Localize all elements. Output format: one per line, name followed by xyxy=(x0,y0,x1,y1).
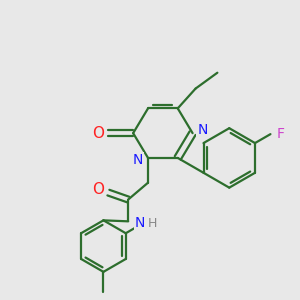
Text: H: H xyxy=(147,217,157,230)
Text: O: O xyxy=(92,182,104,197)
Text: N: N xyxy=(133,153,143,167)
Text: N: N xyxy=(135,216,145,230)
Text: N: N xyxy=(197,123,208,137)
Text: O: O xyxy=(92,126,104,141)
Text: F: F xyxy=(276,127,284,141)
